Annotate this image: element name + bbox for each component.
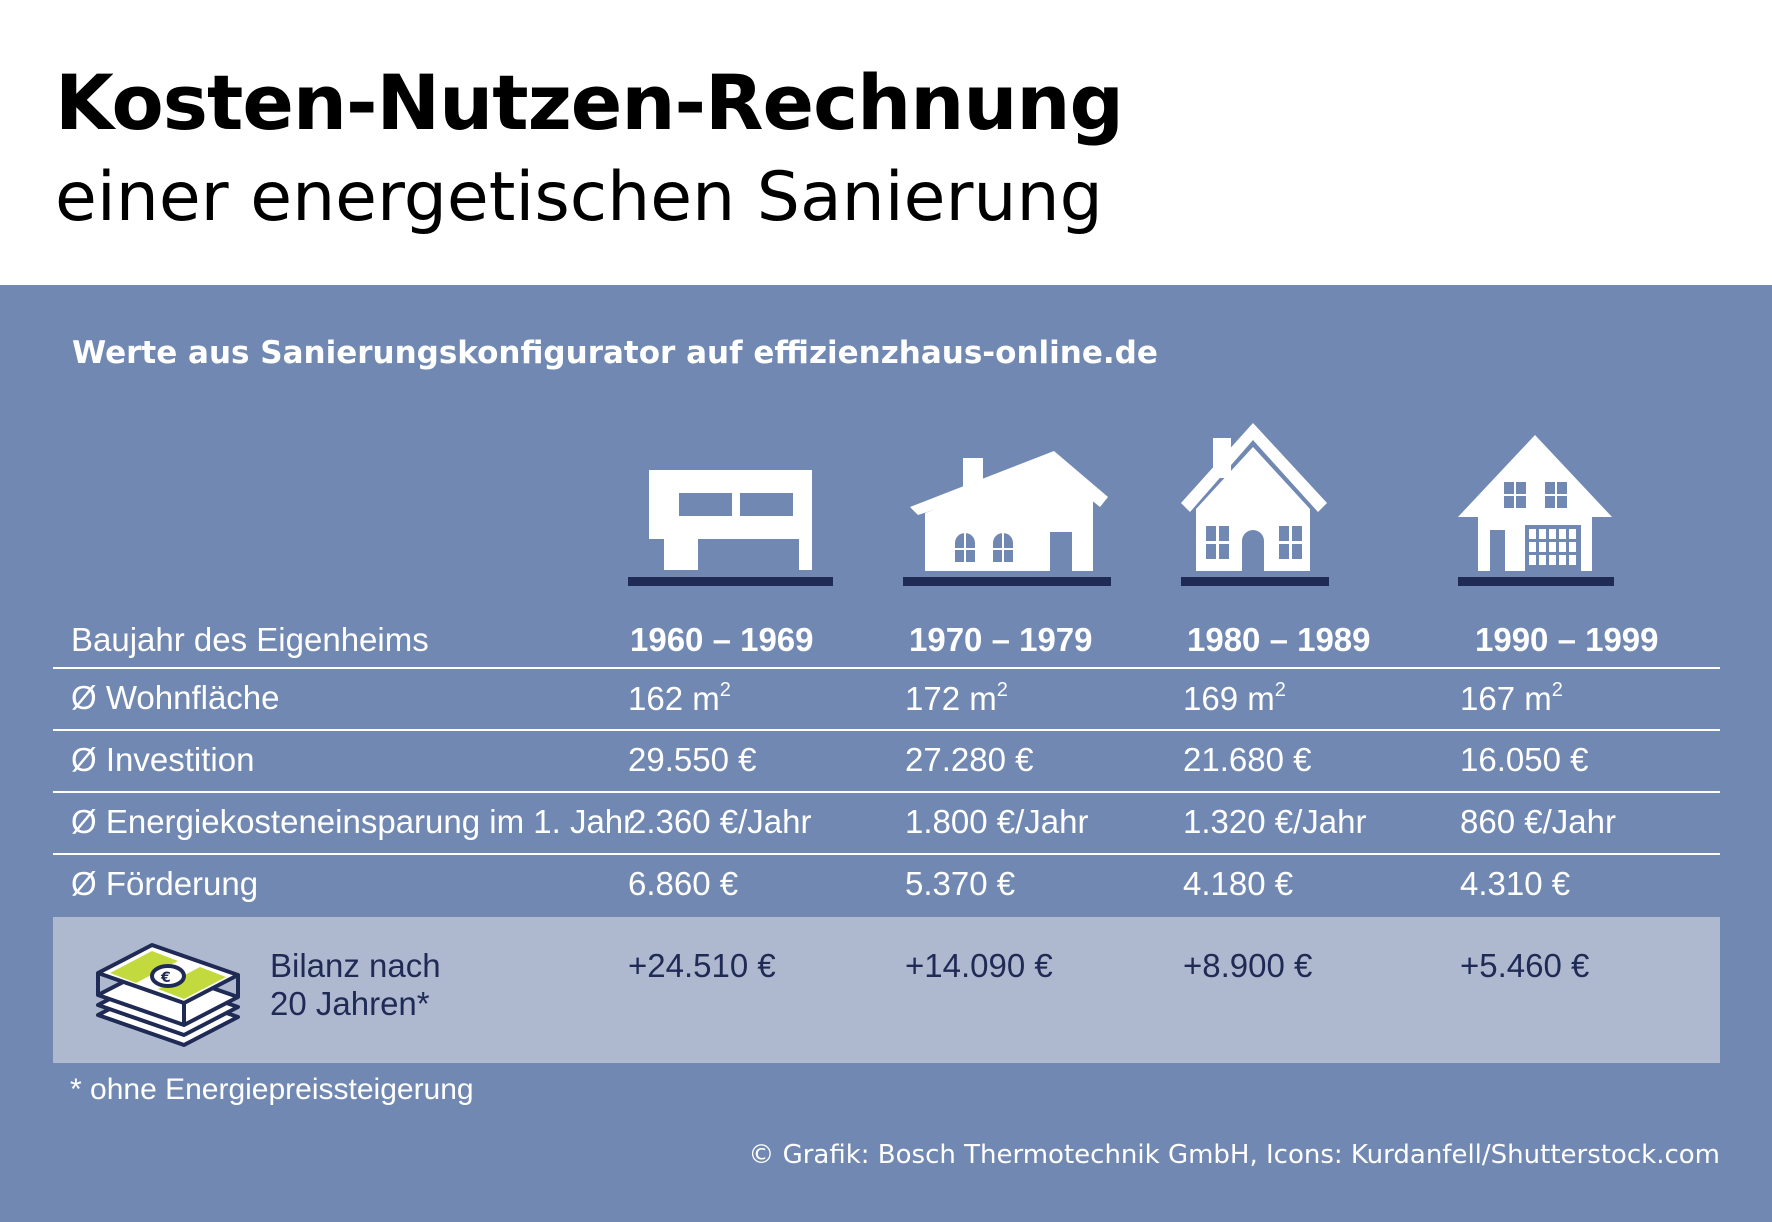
table-cell: 172 m2	[905, 679, 1008, 717]
row-label: Ø Investition	[71, 741, 255, 778]
balance-value: +14.090 €	[905, 947, 1053, 984]
footnote: * ohne Energiepreissteigerung	[70, 1073, 474, 1106]
table-cell: 29.550 €	[628, 741, 757, 778]
table-row-bilanz: € Bilanz nach 20 Jahren* +24.510 € +14.0…	[53, 917, 1720, 1063]
year-1960s: 1960 – 1969	[630, 621, 814, 658]
table-cell: 860 €/Jahr	[1460, 803, 1616, 840]
gabled-house-icon	[1181, 423, 1329, 586]
table-cell: 1.800 €/Jahr	[905, 803, 1089, 840]
header: Kosten-Nutzen-Rechnung einer energetisch…	[0, 0, 1772, 285]
house-icons	[628, 423, 1614, 586]
bungalow-icon	[903, 451, 1111, 586]
row-label: Ø Energiekosteneinsparung im 1. Jahr	[71, 803, 635, 840]
table-row-baujahr: Baujahr des Eigenheims 1960 – 1969 1970 …	[53, 611, 1720, 673]
table-cell: 21.680 €	[1183, 741, 1312, 778]
table-row-wohnflaeche: Ø Wohnfläche 162 m2 172 m2 169 m2 167 m2	[53, 667, 1720, 731]
svg-text:€: €	[160, 970, 171, 986]
row-label: Baujahr des Eigenheims	[71, 621, 429, 658]
table-cell: 169 m2	[1183, 679, 1286, 717]
page-title: Kosten-Nutzen-Rechnung	[55, 58, 1124, 147]
info-panel: Werte aus Sanierungskonfigurator auf eff…	[0, 285, 1772, 1222]
year-1990s: 1990 – 1999	[1475, 621, 1659, 658]
page-subtitle: einer energetischen Sanierung	[55, 158, 1103, 237]
table-cell: 162 m2	[628, 679, 731, 717]
table-cell: 2.360 €/Jahr	[628, 803, 812, 840]
table-cell: 5.370 €	[905, 865, 1016, 902]
table-cell: 27.280 €	[905, 741, 1034, 778]
source-heading: Werte aus Sanierungskonfigurator auf eff…	[72, 335, 1158, 371]
money-stack-icon: €	[96, 943, 240, 1047]
modern-bungalow-icon	[628, 470, 833, 586]
table-cell: 16.050 €	[1460, 741, 1589, 778]
row-label: Ø Förderung	[71, 865, 259, 902]
table-row-energieeinsparung: Ø Energiekosteneinsparung im 1. Jahr 2.3…	[53, 791, 1720, 855]
credit-line: © Grafik: Bosch Thermotechnik GmbH, Icon…	[748, 1140, 1720, 1170]
two-storey-house-icon	[1458, 435, 1614, 586]
row-label: Ø Wohnfläche	[71, 679, 280, 716]
table-cell: 4.180 €	[1183, 865, 1294, 902]
table-cell: 4.310 €	[1460, 865, 1571, 902]
table-row-foerderung: Ø Förderung 6.860 € 5.370 € 4.180 € 4.31…	[53, 853, 1720, 917]
table-cell: 1.320 €/Jahr	[1183, 803, 1367, 840]
year-1970s: 1970 – 1979	[909, 621, 1093, 658]
table-cell: 167 m2	[1460, 679, 1563, 717]
balance-value: +8.900 €	[1183, 947, 1313, 984]
balance-label: Bilanz nach 20 Jahren*	[270, 947, 441, 1022]
table-cell: 6.860 €	[628, 865, 739, 902]
table-row-investition: Ø Investition 29.550 € 27.280 € 21.680 €…	[53, 729, 1720, 793]
balance-value: +24.510 €	[628, 947, 776, 984]
year-1980s: 1980 – 1989	[1187, 621, 1371, 658]
balance-value: +5.460 €	[1460, 947, 1590, 984]
